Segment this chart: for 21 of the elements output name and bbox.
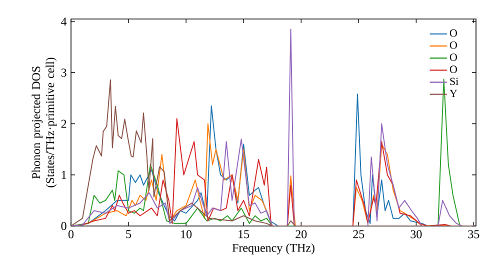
legend-label: O	[450, 66, 457, 74]
y-tick-label: 4	[61, 18, 67, 26]
legend-label: Y	[450, 90, 458, 98]
x-tick-label: 25	[353, 230, 364, 238]
x-axis-title: Frequency (THz)	[232, 243, 314, 254]
x-tick-label: 15	[238, 230, 250, 238]
y-tick-label: 3	[61, 68, 66, 77]
x-tick-label: 20	[296, 230, 307, 238]
y-tick-label: 2	[61, 120, 66, 128]
legend-label: O	[450, 41, 457, 49]
y-tick-label: 1	[62, 170, 66, 179]
legend-label: Si	[450, 78, 458, 86]
x-tick-label: 0	[68, 230, 74, 238]
x-tick-label: 10	[181, 230, 192, 238]
x-tick-label: 35	[468, 230, 480, 238]
legend-label: O	[450, 29, 457, 37]
legend-label: O	[450, 54, 457, 61]
x-tick-label: 5	[126, 230, 132, 238]
y-tick-label: 0	[61, 222, 66, 230]
y-axis-title: Phonon projected DOS (States/THz·primitive cell)	[32, 58, 57, 188]
x-tick-label: 30	[410, 230, 422, 238]
